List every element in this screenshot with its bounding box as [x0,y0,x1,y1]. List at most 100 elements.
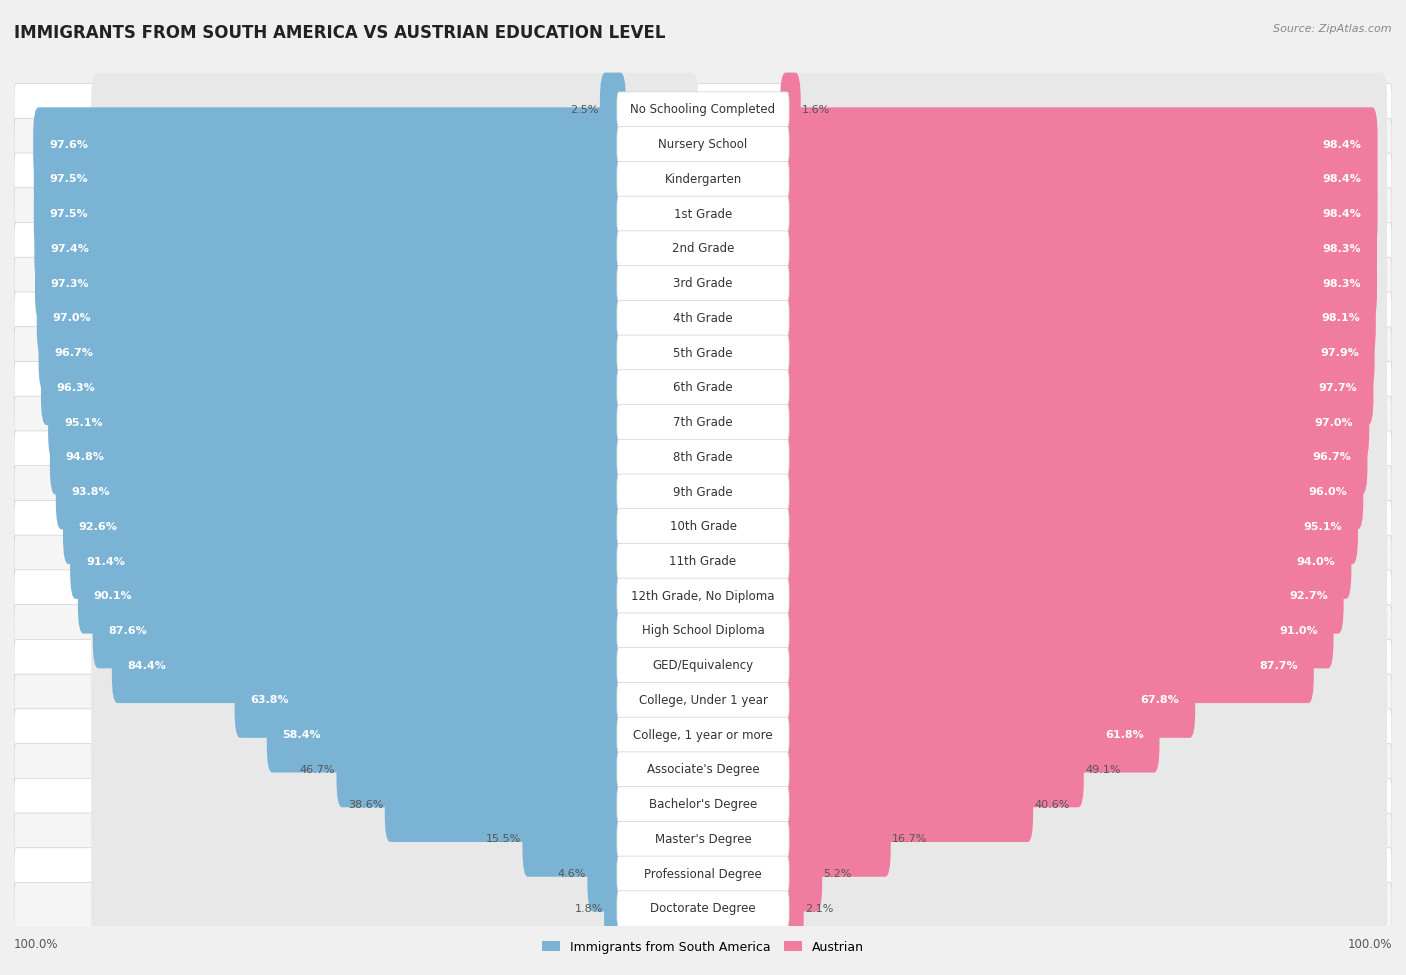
FancyBboxPatch shape [523,802,626,877]
FancyBboxPatch shape [91,247,699,321]
FancyBboxPatch shape [780,837,823,912]
FancyBboxPatch shape [14,709,1392,761]
FancyBboxPatch shape [112,628,626,703]
Text: 87.6%: 87.6% [108,626,148,636]
FancyBboxPatch shape [780,385,1388,460]
FancyBboxPatch shape [617,543,789,579]
FancyBboxPatch shape [63,489,626,565]
FancyBboxPatch shape [14,431,1392,484]
FancyBboxPatch shape [14,362,1392,414]
FancyBboxPatch shape [780,176,1388,252]
FancyBboxPatch shape [14,222,1392,275]
FancyBboxPatch shape [780,316,1388,390]
Text: Nursery School: Nursery School [658,138,748,151]
FancyBboxPatch shape [617,300,789,336]
Text: 46.7%: 46.7% [299,765,335,775]
FancyBboxPatch shape [56,454,626,529]
Text: 97.7%: 97.7% [1319,383,1358,393]
FancyBboxPatch shape [617,578,789,614]
FancyBboxPatch shape [617,370,789,406]
FancyBboxPatch shape [617,821,789,857]
FancyBboxPatch shape [267,698,626,772]
FancyBboxPatch shape [91,767,699,842]
FancyBboxPatch shape [780,594,1388,668]
Text: 10th Grade: 10th Grade [669,521,737,533]
FancyBboxPatch shape [600,72,626,147]
FancyBboxPatch shape [605,872,626,946]
Text: 97.4%: 97.4% [51,244,89,254]
FancyBboxPatch shape [91,802,699,877]
FancyBboxPatch shape [780,420,1368,494]
Text: 58.4%: 58.4% [283,730,321,740]
Text: 91.4%: 91.4% [86,557,125,566]
FancyBboxPatch shape [780,281,1388,356]
Text: 100.0%: 100.0% [1347,938,1392,951]
Text: 98.4%: 98.4% [1323,175,1362,184]
FancyBboxPatch shape [91,142,699,216]
FancyBboxPatch shape [14,882,1392,935]
Text: 4th Grade: 4th Grade [673,312,733,325]
FancyBboxPatch shape [91,350,699,425]
Text: 97.0%: 97.0% [52,313,91,324]
Text: 2.5%: 2.5% [571,105,599,115]
FancyBboxPatch shape [91,316,699,390]
FancyBboxPatch shape [91,454,699,529]
FancyBboxPatch shape [91,525,699,599]
Text: 40.6%: 40.6% [1035,800,1070,809]
Text: 5.2%: 5.2% [824,869,852,879]
FancyBboxPatch shape [14,847,1392,901]
FancyBboxPatch shape [91,732,699,807]
FancyBboxPatch shape [91,107,699,182]
Text: Source: ZipAtlas.com: Source: ZipAtlas.com [1274,24,1392,34]
Text: 94.8%: 94.8% [66,452,104,462]
FancyBboxPatch shape [617,856,789,892]
FancyBboxPatch shape [49,420,626,494]
FancyBboxPatch shape [780,559,1388,634]
Text: IMMIGRANTS FROM SOUTH AMERICA VS AUSTRIAN EDUCATION LEVEL: IMMIGRANTS FROM SOUTH AMERICA VS AUSTRIA… [14,24,665,42]
Text: 96.7%: 96.7% [55,348,93,358]
Text: Master's Degree: Master's Degree [655,833,751,846]
FancyBboxPatch shape [48,385,626,460]
FancyBboxPatch shape [780,350,1374,425]
FancyBboxPatch shape [780,559,1344,634]
FancyBboxPatch shape [780,281,1376,356]
Text: 93.8%: 93.8% [72,488,110,497]
Text: 95.1%: 95.1% [63,417,103,428]
Text: 63.8%: 63.8% [250,695,290,706]
Text: Professional Degree: Professional Degree [644,868,762,880]
FancyBboxPatch shape [617,92,789,128]
Text: 8th Grade: 8th Grade [673,450,733,464]
FancyBboxPatch shape [14,500,1392,553]
Text: High School Diploma: High School Diploma [641,624,765,638]
Text: 97.5%: 97.5% [49,210,89,219]
FancyBboxPatch shape [780,802,891,877]
FancyBboxPatch shape [780,628,1313,703]
Text: 97.9%: 97.9% [1320,348,1358,358]
Text: 61.8%: 61.8% [1105,730,1143,740]
FancyBboxPatch shape [780,176,1378,252]
FancyBboxPatch shape [14,118,1392,171]
FancyBboxPatch shape [91,489,699,565]
Text: 91.0%: 91.0% [1279,626,1317,636]
Text: 4.6%: 4.6% [558,869,586,879]
FancyBboxPatch shape [780,837,1388,912]
FancyBboxPatch shape [617,787,789,823]
FancyBboxPatch shape [780,525,1388,599]
FancyBboxPatch shape [34,176,626,252]
Text: 67.8%: 67.8% [1140,695,1180,706]
FancyBboxPatch shape [780,732,1388,807]
FancyBboxPatch shape [617,718,789,754]
FancyBboxPatch shape [91,698,699,772]
FancyBboxPatch shape [617,613,789,649]
FancyBboxPatch shape [14,292,1392,345]
FancyBboxPatch shape [780,489,1388,565]
FancyBboxPatch shape [780,454,1388,529]
FancyBboxPatch shape [14,535,1392,588]
FancyBboxPatch shape [617,335,789,371]
FancyBboxPatch shape [617,440,789,476]
FancyBboxPatch shape [780,420,1388,494]
FancyBboxPatch shape [617,127,789,163]
Text: 97.6%: 97.6% [49,139,89,150]
FancyBboxPatch shape [14,640,1392,692]
FancyBboxPatch shape [91,663,699,738]
